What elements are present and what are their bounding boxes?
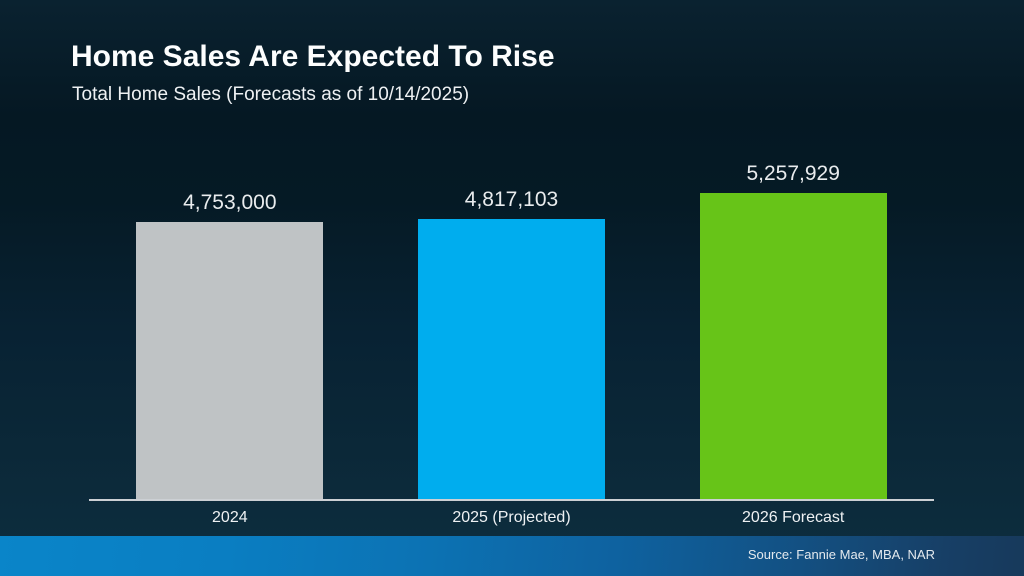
plot-area: 4,753,000 4,817,103 5,257,929	[89, 162, 934, 499]
page-subtitle: Total Home Sales (Forecasts as of 10/14/…	[72, 84, 470, 105]
category-label: 2026 Forecast	[742, 509, 845, 526]
bar-2024	[136, 222, 324, 499]
bar-value-label: 5,257,929	[746, 162, 840, 185]
bar-2025-projected-	[418, 219, 605, 499]
bar-slot: 4,817,103	[371, 188, 653, 499]
bar-2026-forecast	[699, 193, 887, 499]
category-label: 2024	[212, 509, 248, 526]
page-title: Home Sales Are Expected To Rise	[71, 40, 555, 73]
bar-slot: 5,257,929	[652, 162, 934, 499]
bar-value-label: 4,753,000	[183, 191, 277, 214]
bar-value-label: 4,817,103	[464, 188, 559, 211]
bottom-accent-strip	[0, 536, 1024, 576]
bar-slot: 4,753,000	[89, 191, 371, 499]
category-label: 2025 (Projected)	[452, 509, 571, 526]
x-axis-line	[89, 499, 934, 501]
category-axis: 2024 2025 (Projected) 2026 Forecast	[89, 509, 934, 527]
source-attribution: Source: Fannie Mae, MBA, NAR	[747, 547, 935, 562]
